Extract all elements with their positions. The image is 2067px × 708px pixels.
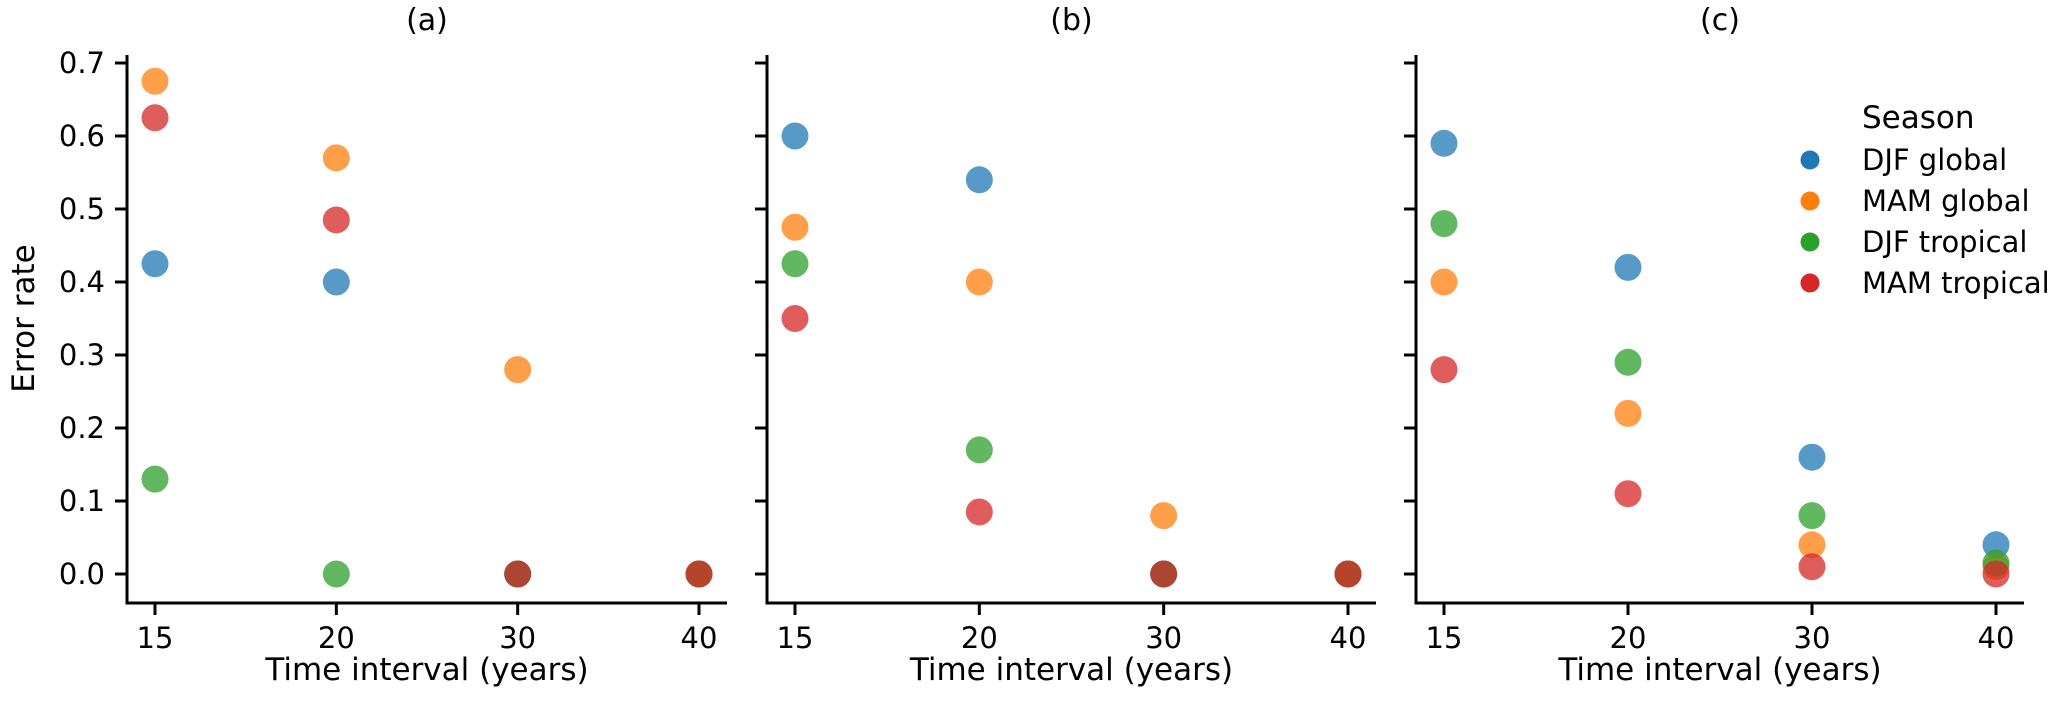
legend-marker <box>1800 273 1820 293</box>
legend-marker <box>1800 191 1820 211</box>
data-point <box>1798 502 1826 530</box>
x-tick-label: 40 <box>1978 621 2015 655</box>
data-point <box>965 436 993 464</box>
data-point <box>685 560 713 588</box>
x-tick-label: 15 <box>137 621 174 655</box>
data-point <box>1150 560 1178 588</box>
data-point <box>1614 480 1642 508</box>
data-point <box>1334 560 1362 588</box>
panel-title: (b) <box>1050 3 1092 38</box>
data-point <box>504 560 532 588</box>
x-tick-label: 30 <box>499 621 536 655</box>
x-tick-label: 15 <box>777 621 814 655</box>
y-tick-label: 0.6 <box>59 119 105 153</box>
legend-title: Season <box>1862 100 1975 136</box>
x-axis-label: Time interval (years) <box>909 652 1233 688</box>
data-point <box>322 268 350 296</box>
data-point <box>141 465 169 493</box>
y-axis-label: Error rate <box>6 244 42 392</box>
y-tick-label: 0.4 <box>59 265 105 299</box>
data-point <box>1798 531 1826 559</box>
data-point <box>1614 348 1642 376</box>
data-point <box>781 122 809 150</box>
y-tick-label: 0.1 <box>59 484 105 518</box>
data-point <box>781 250 809 278</box>
legend-entry-label: DJF global <box>1862 143 2007 177</box>
y-tick-label: 0.7 <box>59 46 105 80</box>
x-tick-label: 15 <box>1426 621 1463 655</box>
panel-title: (a) <box>406 3 448 38</box>
x-tick-label: 30 <box>1145 621 1182 655</box>
data-point <box>322 560 350 588</box>
data-point <box>1614 399 1642 427</box>
x-tick-label: 30 <box>1794 621 1831 655</box>
x-tick-label: 20 <box>318 621 355 655</box>
data-point <box>1430 129 1458 157</box>
y-tick-label: 0.5 <box>59 192 105 226</box>
data-point <box>965 268 993 296</box>
data-point <box>141 250 169 278</box>
legend-entry-label: MAM tropical <box>1862 266 2050 300</box>
x-tick-label: 20 <box>961 621 998 655</box>
x-axis-label: Time interval (years) <box>264 652 588 688</box>
data-point <box>504 356 532 384</box>
legend-marker <box>1800 150 1820 170</box>
data-point <box>965 166 993 194</box>
panel-title: (c) <box>1700 3 1740 38</box>
data-point <box>1798 443 1826 471</box>
x-tick-label: 40 <box>681 621 718 655</box>
data-point <box>322 206 350 234</box>
x-axis-label: Time interval (years) <box>1557 652 1881 688</box>
data-point <box>1430 210 1458 238</box>
y-tick-label: 0.3 <box>59 338 105 372</box>
y-tick-label: 0.2 <box>59 411 105 445</box>
x-tick-label: 20 <box>1610 621 1647 655</box>
data-point <box>965 498 993 526</box>
data-point <box>141 67 169 95</box>
y-tick-label: 0.0 <box>59 557 105 591</box>
legend-entry-label: MAM global <box>1862 184 2030 218</box>
data-point <box>322 144 350 172</box>
legend-marker <box>1800 232 1820 252</box>
data-point <box>1430 356 1458 384</box>
data-point <box>1798 553 1826 581</box>
data-point <box>1430 268 1458 296</box>
x-tick-label: 40 <box>1330 621 1367 655</box>
data-point <box>1982 560 2010 588</box>
data-point <box>1150 502 1178 530</box>
legend-entry-label: DJF tropical <box>1862 225 2027 259</box>
data-point <box>1614 253 1642 281</box>
data-point <box>781 305 809 332</box>
data-point <box>781 213 809 241</box>
data-point <box>141 104 169 132</box>
